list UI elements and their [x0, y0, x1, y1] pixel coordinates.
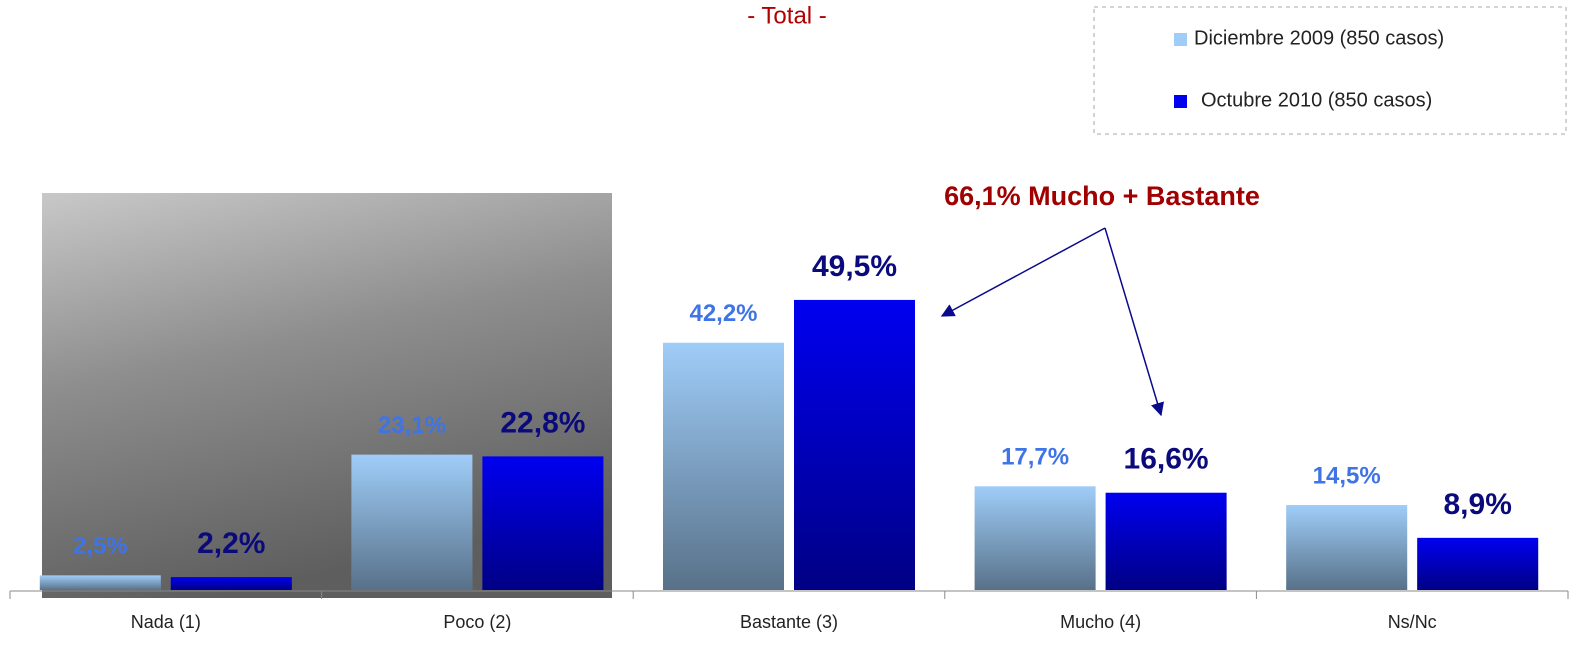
x-tick-label: Ns/Nc	[1388, 612, 1437, 632]
x-tick-label: Nada (1)	[131, 612, 201, 632]
value-label: 23,1%	[378, 412, 446, 439]
annotation-arrow	[940, 227, 1106, 317]
value-label: 22,8%	[500, 406, 585, 439]
value-label: 16,6%	[1124, 443, 1209, 476]
value-label: 2,5%	[73, 533, 128, 560]
bar-shade	[974, 486, 1096, 590]
chart-title: - Total -	[747, 2, 827, 29]
legend-box	[1093, 6, 1567, 135]
value-label: 8,9%	[1444, 488, 1512, 521]
bar-shade	[663, 342, 784, 590]
value-label: 2,2%	[197, 527, 265, 560]
bar-shade	[794, 299, 915, 590]
x-tick-label: Bastante (3)	[740, 612, 838, 632]
value-label: 49,5%	[812, 250, 897, 283]
bar-shade	[1286, 505, 1408, 590]
annotation: 66,1% Mucho + Bastante	[944, 181, 1260, 211]
bar-shade	[1105, 492, 1227, 590]
legend-label: Octubre 2010 (850 casos)	[1201, 89, 1432, 111]
bar-shade	[39, 575, 161, 590]
bar-shade	[170, 577, 292, 590]
annotation-arrow	[1104, 227, 1164, 417]
legend-marker	[1174, 95, 1187, 108]
bar-shade	[482, 456, 604, 590]
value-label: 14,5%	[1313, 462, 1381, 489]
x-tick-label: Poco (2)	[443, 612, 511, 632]
legend-marker	[1174, 33, 1187, 46]
bar-shade	[1417, 537, 1539, 590]
value-label: 42,2%	[689, 300, 757, 327]
legend-label: Diciembre 2009 (850 casos)	[1194, 27, 1444, 49]
value-label: 17,7%	[1001, 444, 1069, 471]
x-tick-label: Mucho (4)	[1060, 612, 1141, 632]
bar-shade	[351, 454, 473, 590]
